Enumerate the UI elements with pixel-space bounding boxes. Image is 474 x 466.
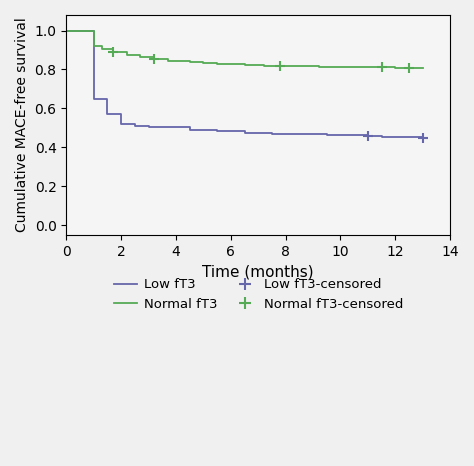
Y-axis label: Cumulative MACE-free survival: Cumulative MACE-free survival bbox=[15, 18, 29, 232]
Legend: Low fT3, Normal fT3, Low fT3-censored, Normal fT3-censored: Low fT3, Normal fT3, Low fT3-censored, N… bbox=[108, 273, 408, 316]
X-axis label: Time (months): Time (months) bbox=[202, 264, 314, 279]
